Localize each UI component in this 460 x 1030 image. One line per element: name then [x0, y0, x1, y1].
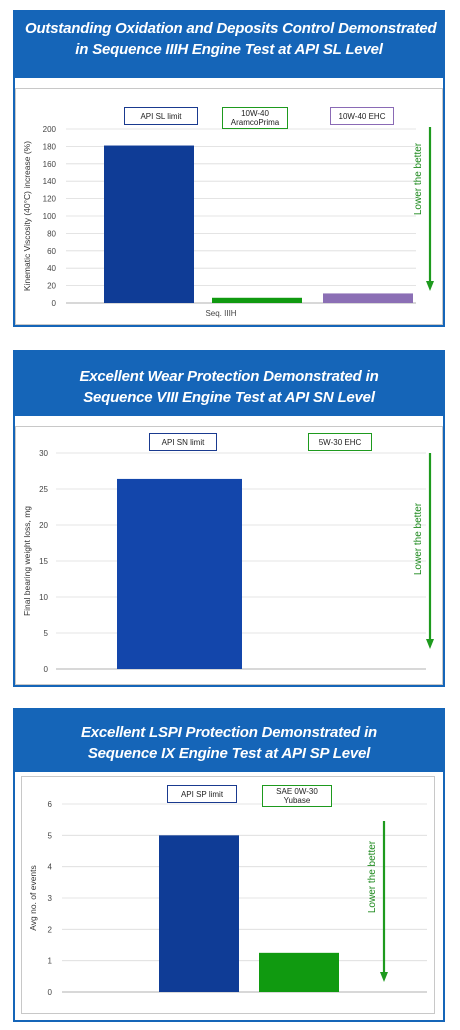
y-tick-label: 160	[43, 160, 57, 169]
y-tick-label: 80	[47, 229, 56, 238]
chart-panel-oxidation: Outstanding Oxidation and Deposits Contr…	[13, 10, 445, 327]
legend-label: 10W-40	[241, 109, 269, 118]
chart-svg: 0 20 40 60 80 100 120 140 160 180 200 Kinematic Vis…	[22, 125, 434, 318]
legend-label: 5W-30 EHC	[318, 437, 362, 447]
y-tick-label: 5	[44, 629, 49, 638]
y-tick-label: 6	[48, 800, 53, 809]
panel-title: Excellent Wear Protection Demonstrated i…	[15, 352, 443, 416]
legend-label: AramcoPrima	[230, 118, 280, 127]
chart-svg: 0 5 10 15 20 25 30 Final bearing weight loss, m…	[22, 449, 434, 674]
panel-title: Excellent LSPI Protection Demonstrated i…	[15, 710, 443, 772]
y-tick-label: 40	[47, 264, 56, 273]
arrow-head-icon	[426, 639, 434, 649]
y-tick-label: 180	[43, 142, 57, 151]
y-tick-label: 4	[48, 863, 53, 872]
y-tick-label: 0	[48, 988, 53, 997]
y-tick-label: 2	[48, 925, 53, 934]
chart-area: 0 5 10 15 20 25 30 Final bearing weight loss, m…	[15, 426, 443, 685]
y-axis-label: Final bearing weight loss, mg	[22, 506, 32, 616]
y-tick-label: 120	[43, 195, 57, 204]
panel-title: Outstanding Oxidation and Deposits Contr…	[15, 12, 443, 78]
bar-2	[323, 293, 413, 303]
y-axis-label: Avg no. of events	[28, 865, 38, 931]
y-tick-label: 5	[48, 831, 53, 840]
y-tick-label: 15	[39, 557, 48, 566]
legend-item: API SP limit	[167, 785, 237, 803]
chart-svg: 0 1 2 3 4 5 6 Avg no. of events Lower the better	[28, 800, 427, 997]
arrow-head-icon	[426, 281, 434, 291]
legend-label: API SN limit	[161, 437, 205, 447]
panel-title-line2: Sequence VIII Engine Test at API SN Leve…	[83, 389, 375, 406]
y-tick-label: 60	[47, 247, 56, 256]
y-tick-label: 200	[43, 125, 57, 134]
legend-item: API SN limit	[149, 433, 217, 451]
y-tick-label: 0	[44, 665, 49, 674]
bar-0	[104, 145, 194, 303]
y-tick-label: 20	[47, 282, 56, 291]
legend-label: SAE 0W-30	[276, 787, 318, 796]
panel-title-line1: Excellent Wear Protection Demonstrated i…	[79, 368, 379, 385]
bar-1	[259, 952, 339, 992]
panel-title-line2: Sequence IX Engine Test at API SP Level	[87, 745, 371, 762]
chart-area: 0 1 2 3 4 5 6 Avg no. of events Lower the better…	[21, 776, 435, 1014]
legend-label: 10W-40 EHC	[338, 111, 386, 121]
bar-1	[212, 297, 302, 303]
y-tick-label: 1	[48, 957, 53, 966]
arrow-label: Lower the better	[413, 142, 424, 215]
y-tick-label: 10	[39, 593, 48, 602]
y-tick-label: 140	[43, 177, 57, 186]
y-tick-label: 30	[39, 449, 48, 458]
chart-area: 0 20 40 60 80 100 120 140 160 180 200 Kinematic Vis…	[15, 88, 443, 325]
legend-label: API SL limit	[140, 111, 182, 121]
arrow-head-icon	[380, 972, 388, 982]
y-tick-label: 100	[43, 212, 57, 221]
panel-title-line1: Outstanding Oxidation and Deposits Contr…	[25, 20, 437, 37]
panel-title-line2: in Sequence IIIH Engine Test at API SL L…	[75, 41, 383, 58]
legend-item: SAE 0W-30 Yubase	[262, 785, 332, 807]
arrow-label: Lower the better	[413, 502, 424, 575]
bar-0	[159, 835, 239, 992]
x-axis-label: Seq. IIIH	[205, 309, 236, 318]
y-tick-label: 0	[52, 299, 57, 308]
chart-panel-wear: Excellent Wear Protection Demonstrated i…	[13, 350, 445, 687]
legend-label: API SP limit	[180, 789, 224, 799]
panel-title-line1: Excellent LSPI Protection Demonstrated i…	[80, 724, 378, 741]
legend-item: API SL limit	[124, 107, 198, 125]
legend-item: 5W-30 EHC	[308, 433, 372, 451]
y-tick-label: 20	[39, 521, 48, 530]
legend-label: Yubase	[283, 796, 311, 805]
y-axis-label: Kinematic Viscosity (40°C) increase (%)	[22, 141, 32, 291]
legend-item: 10W-40 EHC	[330, 107, 394, 125]
bar-0	[117, 478, 242, 669]
chart-panel-lspi: Excellent LSPI Protection Demonstrated i…	[13, 708, 445, 1022]
arrow-label: Lower the better	[367, 840, 378, 913]
y-tick-label: 3	[48, 894, 53, 903]
legend-item: 10W-40 AramcoPrima	[222, 107, 288, 129]
y-tick-label: 25	[39, 485, 48, 494]
